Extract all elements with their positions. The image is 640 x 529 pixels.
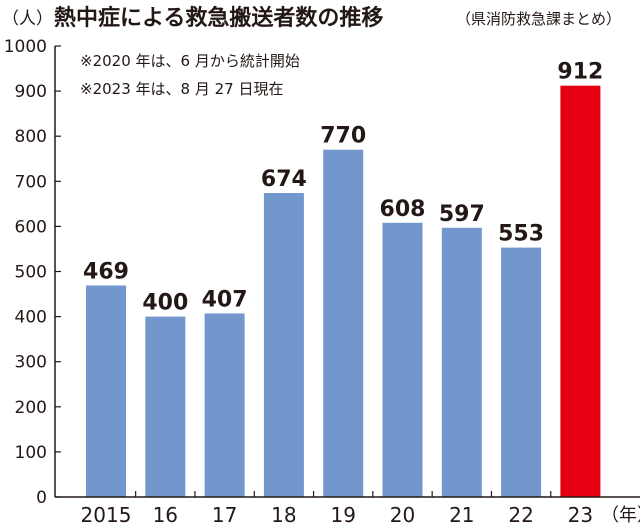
x-tick-label-21: 21 (449, 503, 474, 527)
y-unit-label: （人） (2, 9, 53, 29)
data-label-19: 770 (320, 124, 366, 149)
chart-title: 熱中症による救急搬送者数の推移 (54, 5, 383, 31)
bar-16 (145, 316, 186, 497)
data-label-17: 407 (202, 287, 248, 312)
y-axis: 0 100 200 300 400 500 600 700 800 900 1000 (4, 37, 61, 508)
y-tick-label: 500 (15, 263, 47, 283)
bar-19 (323, 149, 364, 498)
y-tick-label: 700 (15, 172, 47, 192)
bars (86, 85, 601, 498)
bar-21 (441, 227, 482, 498)
data-labels: 469 400 407 674 770 608 597 553 912 (83, 60, 603, 316)
y-tick-label: 100 (15, 443, 47, 463)
x-tick-label-16: 16 (153, 503, 178, 527)
y-tick-label: 300 (15, 353, 47, 373)
x-tick-label-2015: 2015 (81, 503, 132, 527)
data-label-21: 597 (439, 202, 485, 227)
bar-23 (560, 85, 601, 498)
x-tick-label-19: 19 (330, 503, 355, 527)
x-tick-label-20: 20 (390, 503, 415, 527)
x-unit-label: （年） (601, 505, 640, 526)
bar-20 (382, 222, 423, 498)
y-tick-label: 200 (15, 398, 47, 418)
data-label-23: 912 (557, 60, 603, 85)
data-label-18: 674 (261, 167, 307, 192)
note-2023: ※2023 年は、8 月 27 日現在 (80, 80, 283, 98)
data-label-20: 608 (380, 197, 426, 222)
bar-22 (501, 247, 542, 497)
bar-18 (263, 193, 304, 497)
y-tick-label: 400 (15, 308, 47, 328)
x-tick-label-17: 17 (212, 503, 237, 527)
x-tick-label-23: 23 (568, 503, 593, 527)
bar-17 (204, 313, 245, 497)
source-label: （県消防救急課まとめ） (456, 10, 621, 28)
note-2020: ※2020 年は、6 月から統計開始 (80, 52, 300, 70)
bar-2015 (86, 285, 126, 497)
y-tick-label: 0 (36, 488, 47, 508)
data-label-16: 400 (142, 291, 188, 316)
y-tick-label: 900 (15, 82, 47, 102)
x-axis: 2015 16 17 18 19 20 21 22 23 (81, 491, 593, 527)
y-tick-label: 1000 (4, 37, 47, 57)
y-tick-label: 600 (15, 217, 47, 237)
x-tick-label-18: 18 (271, 503, 296, 527)
x-tick-label-22: 22 (508, 503, 533, 527)
y-tick-label: 800 (15, 127, 47, 147)
data-label-2015: 469 (83, 259, 129, 284)
data-label-22: 553 (498, 222, 544, 247)
